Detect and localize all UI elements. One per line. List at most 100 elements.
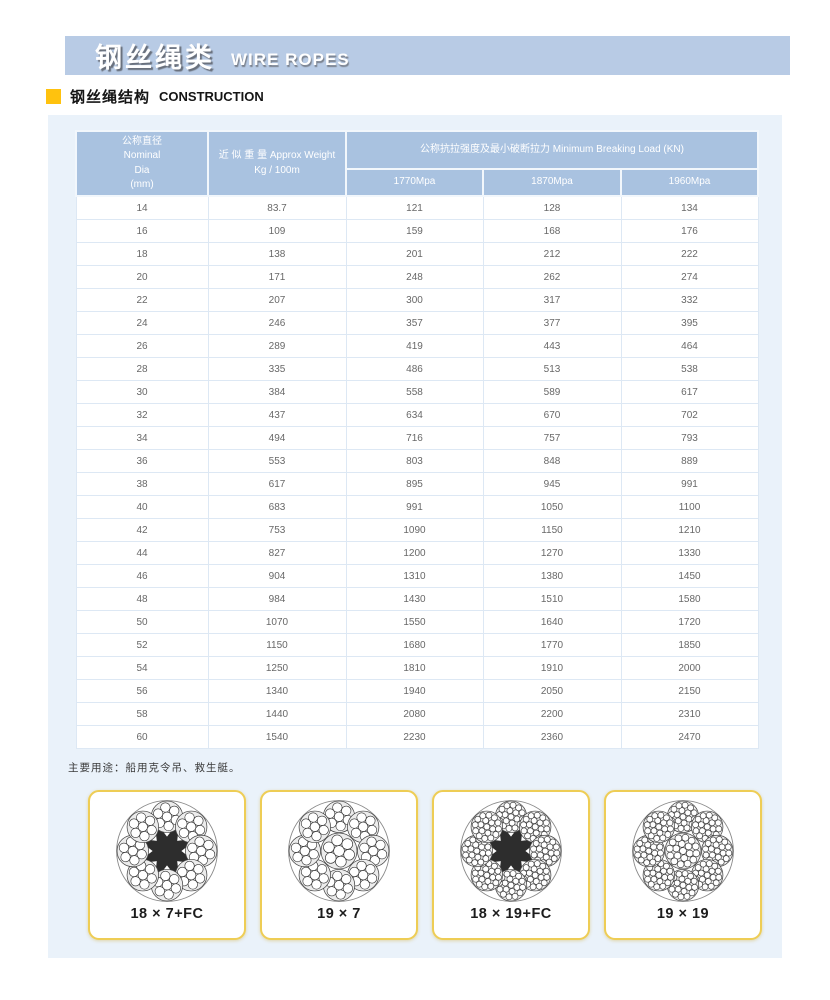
rope-label: 18 × 7+FC bbox=[130, 906, 204, 922]
table-row: 20 171 248 262 274 bbox=[75, 265, 759, 289]
table-cell: 138 bbox=[207, 242, 347, 266]
table-cell: 222 bbox=[620, 242, 759, 266]
col-header-breaking-load: 公称抗拉强度及最小破断拉力 Minimum Breaking Load (KN) bbox=[344, 130, 760, 170]
col-header-1770mpa: 1770Mpa bbox=[345, 168, 484, 197]
table-cell: 1250 bbox=[207, 656, 347, 680]
table-row: 22 207 300 317 332 bbox=[75, 288, 759, 312]
table-cell: 16 bbox=[75, 219, 209, 243]
table-cell: 1070 bbox=[207, 610, 347, 634]
table-cell: 32 bbox=[75, 403, 209, 427]
table-cell: 1810 bbox=[345, 656, 484, 680]
table-cell: 464 bbox=[620, 334, 759, 358]
table-cell: 1720 bbox=[620, 610, 759, 634]
table-cell: 28 bbox=[75, 357, 209, 381]
table-cell: 317 bbox=[482, 288, 622, 312]
table-cell: 513 bbox=[482, 357, 622, 381]
table-cell: 1150 bbox=[482, 518, 622, 542]
table-cell: 2050 bbox=[482, 679, 622, 703]
table-cell: 437 bbox=[207, 403, 347, 427]
rope-card: 19 × 7 bbox=[260, 790, 418, 940]
table-cell: 702 bbox=[620, 403, 759, 427]
table-cell: 2470 bbox=[620, 725, 759, 749]
table-cell: 757 bbox=[482, 426, 622, 450]
col-header-weight: 近 似 重 量 Approx Weight Kg / 100m bbox=[207, 130, 347, 197]
table-row: 60 1540 2230 2360 2470 bbox=[75, 725, 759, 749]
table-cell: 377 bbox=[482, 311, 622, 335]
table-cell: 54 bbox=[75, 656, 209, 680]
table-row: 44 827 1200 1270 1330 bbox=[75, 541, 759, 565]
table-cell: 38 bbox=[75, 472, 209, 496]
table-cell: 553 bbox=[207, 449, 347, 473]
table-cell: 1050 bbox=[482, 495, 622, 519]
table-cell: 109 bbox=[207, 219, 347, 243]
table-cell: 991 bbox=[345, 495, 484, 519]
table-cell: 486 bbox=[345, 357, 484, 381]
table-cell: 24 bbox=[75, 311, 209, 335]
table-row: 34 494 716 757 793 bbox=[75, 426, 759, 450]
table-cell: 494 bbox=[207, 426, 347, 450]
table-cell: 335 bbox=[207, 357, 347, 381]
table-cell: 134 bbox=[620, 195, 759, 220]
col-header-diameter: 公称直径 Nominal Dia (mm) bbox=[75, 130, 209, 197]
rope-label: 19 × 7 bbox=[317, 906, 361, 922]
table-cell: 1200 bbox=[345, 541, 484, 565]
col-header-diameter-line: Nominal bbox=[123, 150, 161, 161]
col-header-weight-line: Kg / 100m bbox=[254, 164, 300, 176]
table-row: 50 1070 1550 1640 1720 bbox=[75, 610, 759, 634]
col-header-diameter-line: Dia bbox=[134, 164, 150, 176]
table-cell: 159 bbox=[345, 219, 484, 243]
table-cell: 121 bbox=[345, 195, 484, 220]
table-row: 24 246 357 377 395 bbox=[75, 311, 759, 335]
table-cell: 683 bbox=[207, 495, 347, 519]
table-cell: 803 bbox=[345, 449, 484, 473]
usage-note: 主要用途：船用克令吊、救生艇。 bbox=[68, 762, 241, 774]
table-cell: 44 bbox=[75, 541, 209, 565]
rope-cross-section bbox=[288, 800, 390, 902]
table-cell: 1440 bbox=[207, 702, 347, 726]
table-cell: 52 bbox=[75, 633, 209, 657]
table-row: 52 1150 1680 1770 1850 bbox=[75, 633, 759, 657]
table-cell: 2080 bbox=[345, 702, 484, 726]
table-cell: 793 bbox=[620, 426, 759, 450]
table-cell: 332 bbox=[620, 288, 759, 312]
rope-card: 19 × 19 bbox=[604, 790, 762, 940]
rope-cards: 18 × 7+FC 19 × 7 18 × 19+FC 19 × 19 bbox=[88, 790, 762, 940]
table-cell: 1680 bbox=[345, 633, 484, 657]
table-row: 40 683 991 1050 1100 bbox=[75, 495, 759, 519]
table-row: 18 138 201 212 222 bbox=[75, 242, 759, 266]
table-row: 28 335 486 513 538 bbox=[75, 357, 759, 381]
table-cell: 634 bbox=[345, 403, 484, 427]
table-cell: 589 bbox=[482, 380, 622, 404]
table-row: 32 437 634 670 702 bbox=[75, 403, 759, 427]
col-header-diameter-line: (mm) bbox=[130, 179, 154, 190]
table-cell: 83.7 bbox=[207, 195, 347, 220]
table-cell: 22 bbox=[75, 288, 209, 312]
table-cell: 262 bbox=[482, 265, 622, 289]
table-cell: 34 bbox=[75, 426, 209, 450]
table-cell: 617 bbox=[207, 472, 347, 496]
table-cell: 26 bbox=[75, 334, 209, 358]
table-cell: 895 bbox=[345, 472, 484, 496]
table-cell: 20 bbox=[75, 265, 209, 289]
table-row: 48 984 1430 1510 1580 bbox=[75, 587, 759, 611]
table-cell: 1580 bbox=[620, 587, 759, 611]
table-cell: 1380 bbox=[482, 564, 622, 588]
table-cell: 274 bbox=[620, 265, 759, 289]
table-cell: 1330 bbox=[620, 541, 759, 565]
table-cell: 1150 bbox=[207, 633, 347, 657]
table-cell: 2310 bbox=[620, 702, 759, 726]
rope-card: 18 × 19+FC bbox=[432, 790, 590, 940]
table-cell: 419 bbox=[345, 334, 484, 358]
table-cell: 14 bbox=[75, 195, 209, 220]
col-header-1870mpa: 1870Mpa bbox=[482, 168, 622, 197]
table-row: 46 904 1310 1380 1450 bbox=[75, 564, 759, 588]
table-cell: 2230 bbox=[345, 725, 484, 749]
table-cell: 201 bbox=[345, 242, 484, 266]
table-cell: 1100 bbox=[620, 495, 759, 519]
table-cell: 558 bbox=[345, 380, 484, 404]
table-cell: 2200 bbox=[482, 702, 622, 726]
table-cell: 395 bbox=[620, 311, 759, 335]
section-title-en: CONSTRUCTION bbox=[159, 89, 264, 104]
table-cell: 58 bbox=[75, 702, 209, 726]
table-cell: 1540 bbox=[207, 725, 347, 749]
